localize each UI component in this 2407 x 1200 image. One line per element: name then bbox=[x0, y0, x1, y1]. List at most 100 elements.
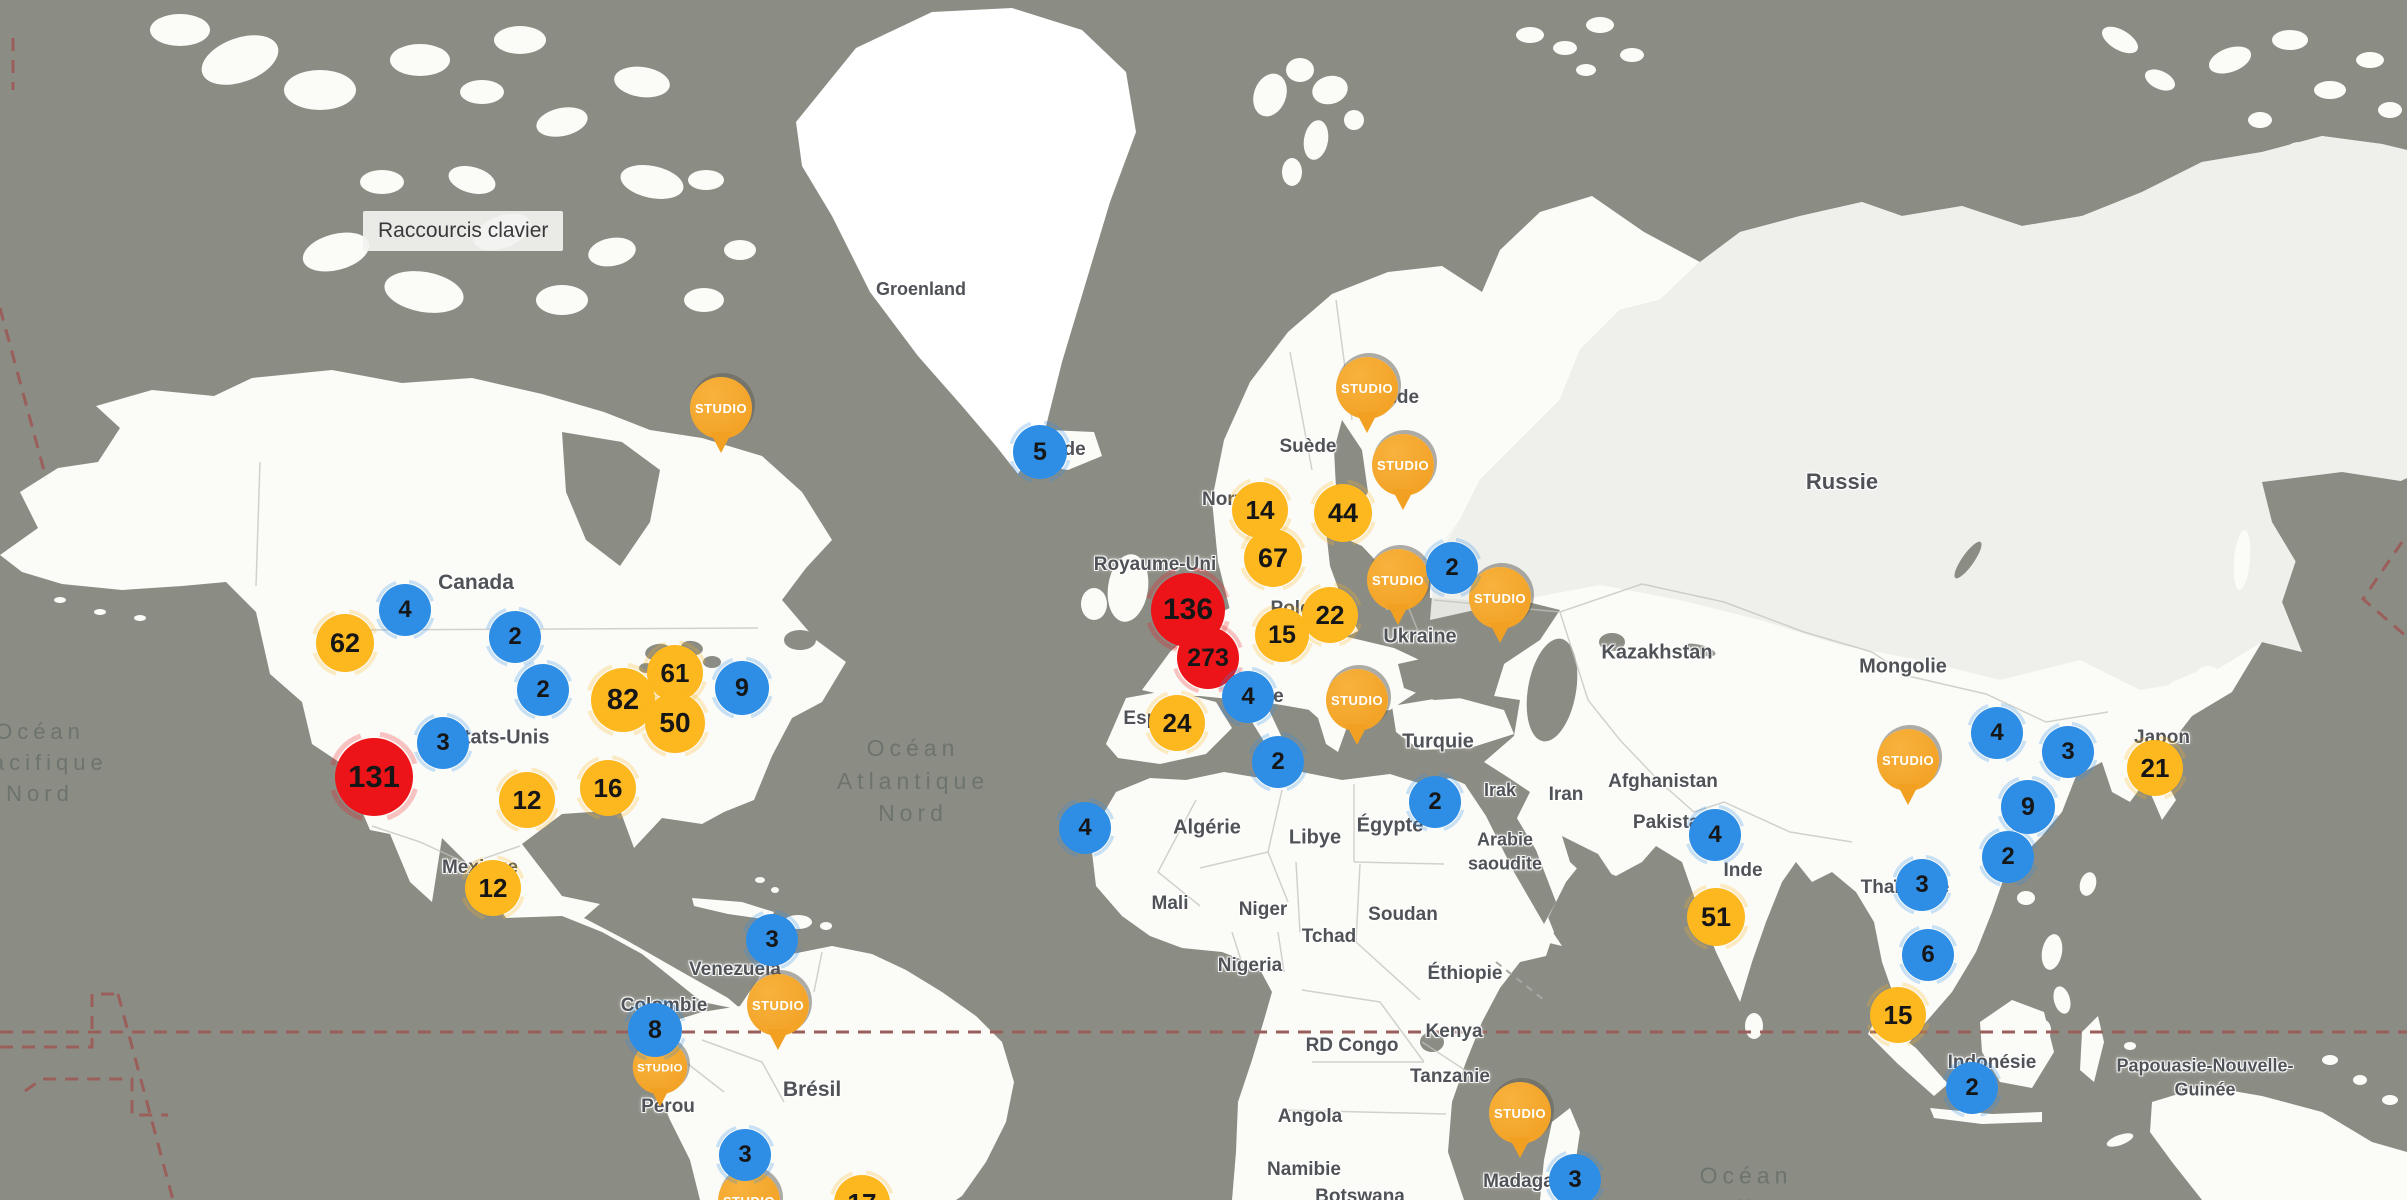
cluster-marker-blue[interactable]: 3 bbox=[2007, 691, 2129, 813]
cluster-marker-blue[interactable]: 2 bbox=[482, 629, 604, 751]
cluster-marker-yellow[interactable]: 15 bbox=[1832, 949, 1964, 1081]
studio-pin-label: STUDIO bbox=[1469, 567, 1531, 630]
cluster-count: 21 bbox=[2127, 740, 2183, 796]
studio-pin-tail bbox=[767, 1029, 789, 1061]
studio-pin-label: STUDIO bbox=[690, 377, 752, 440]
cluster-marker-red[interactable]: 131 bbox=[282, 685, 466, 869]
studio-pin-label: STUDIO bbox=[1326, 669, 1388, 732]
cluster-marker-blue[interactable]: 9 bbox=[1964, 743, 2092, 871]
cluster-count: 2 bbox=[489, 611, 541, 663]
cluster-marker-yellow[interactable]: 21 bbox=[2089, 702, 2221, 834]
studio-pin-label: STUDIO bbox=[1489, 1082, 1551, 1145]
cluster-marker-yellow[interactable]: 16 bbox=[542, 722, 674, 854]
studio-pin[interactable]: STUDIO bbox=[1877, 729, 1939, 806]
cluster-marker-yellow[interactable]: 15 bbox=[1218, 571, 1346, 699]
cluster-marker-yellow[interactable]: 51 bbox=[1648, 849, 1784, 985]
studio-pin-label: STUDIO bbox=[747, 974, 809, 1037]
cluster-marker-blue[interactable]: 4 bbox=[1187, 636, 1309, 758]
cluster-marker-blue[interactable]: 3 bbox=[684, 1094, 806, 1200]
cluster-marker-blue[interactable]: 3 bbox=[382, 682, 504, 804]
cluster-marker-red[interactable]: 136 bbox=[1101, 523, 1275, 697]
studio-pin-label: STUDIO bbox=[1372, 434, 1434, 497]
cluster-marker-blue[interactable]: 9 bbox=[678, 624, 806, 752]
keyboard-shortcuts-tooltip[interactable]: Raccourcis clavier bbox=[363, 211, 564, 251]
cluster-count: 2 bbox=[1252, 736, 1304, 788]
cluster-marker-yellow[interactable]: 24 bbox=[1111, 657, 1243, 789]
studio-pin-tail bbox=[1346, 724, 1368, 756]
studio-pin-label: STUDIO bbox=[1336, 357, 1398, 420]
studio-pin-label: STUDIO bbox=[1367, 549, 1429, 612]
studio-pin-tail bbox=[1509, 1137, 1531, 1169]
cluster-count: 8 bbox=[628, 1003, 682, 1057]
studio-pin[interactable]: STUDIO bbox=[690, 377, 752, 454]
cluster-count: 62 bbox=[316, 614, 374, 672]
cluster-marker-blue[interactable]: 2 bbox=[1217, 701, 1339, 823]
cluster-marker-yellow[interactable]: 44 bbox=[1275, 445, 1411, 581]
cluster-marker-blue[interactable]: 5 bbox=[976, 388, 1104, 516]
cluster-count: 17 bbox=[834, 1175, 890, 1200]
dashed-boundary-line bbox=[0, 992, 118, 1049]
studio-pin-tail bbox=[1392, 489, 1414, 521]
dashed-boundary-line bbox=[2361, 541, 2407, 639]
studio-pin[interactable]: STUDIO bbox=[1367, 549, 1429, 626]
cluster-count: 3 bbox=[2042, 726, 2094, 778]
cluster-marker-yellow[interactable]: 22 bbox=[1264, 549, 1396, 681]
cluster-count: 2 bbox=[1982, 831, 2034, 883]
cluster-count: 3 bbox=[1896, 859, 1948, 911]
studio-pin[interactable]: STUDIO bbox=[1372, 434, 1434, 511]
cluster-count: 12 bbox=[465, 860, 521, 916]
cluster-marker-yellow[interactable]: 17 bbox=[796, 1137, 928, 1200]
cluster-count: 131 bbox=[335, 738, 413, 816]
cluster-marker-yellow[interactable]: 62 bbox=[277, 575, 413, 711]
cluster-marker-blue[interactable]: 6 bbox=[1867, 894, 1989, 1016]
cluster-marker-blue[interactable]: 2 bbox=[1947, 796, 2069, 918]
cluster-count: 22 bbox=[1302, 587, 1358, 643]
dashed-boundary-line bbox=[24, 1077, 168, 1117]
cluster-marker-blue[interactable]: 3 bbox=[1861, 824, 1983, 946]
cluster-count: 51 bbox=[1687, 888, 1745, 946]
studio-pin-tail bbox=[1489, 622, 1511, 654]
dashed-boundary-line bbox=[1495, 961, 1545, 1001]
cluster-marker-yellow[interactable]: 12 bbox=[427, 822, 559, 954]
studio-pin[interactable]: STUDIO bbox=[1336, 357, 1398, 434]
studio-pin-tail bbox=[1356, 412, 1378, 444]
cluster-marker-blue[interactable]: 4 bbox=[344, 549, 466, 671]
cluster-count: 15 bbox=[1870, 987, 1926, 1043]
cluster-count: 9 bbox=[2001, 780, 2055, 834]
cluster-count: 15 bbox=[1255, 608, 1309, 662]
cluster-marker-blue[interactable]: 2 bbox=[1911, 1027, 2033, 1149]
cluster-count: 5 bbox=[1013, 425, 1067, 479]
cluster-count: 2 bbox=[1409, 776, 1461, 828]
cluster-marker-blue[interactable]: 4 bbox=[1654, 774, 1776, 896]
dashed-boundary-line bbox=[116, 993, 175, 1200]
studio-pin[interactable]: STUDIO bbox=[1326, 669, 1388, 746]
cluster-count: 3 bbox=[719, 1129, 771, 1181]
studio-pin-tail bbox=[650, 1088, 670, 1116]
cluster-marker-yellow[interactable]: 12 bbox=[461, 734, 593, 866]
cluster-marker-blue[interactable]: 2 bbox=[1391, 507, 1513, 629]
cluster-marker-blue[interactable]: 4 bbox=[1024, 767, 1146, 889]
cluster-count: 67 bbox=[1244, 529, 1302, 587]
cluster-count: 2 bbox=[517, 664, 569, 716]
studio-pin-tail bbox=[710, 432, 732, 464]
studio-pin[interactable]: STUDIO bbox=[1489, 1082, 1551, 1159]
cluster-marker-blue[interactable]: 3 bbox=[1514, 1119, 1636, 1200]
cluster-marker-blue[interactable]: 2 bbox=[1374, 741, 1496, 863]
studio-pin[interactable]: STUDIO bbox=[747, 974, 809, 1051]
cluster-marker-blue[interactable]: 2 bbox=[454, 576, 576, 698]
studio-pin[interactable]: STUDIO bbox=[1469, 567, 1531, 644]
cluster-count: 3 bbox=[1549, 1154, 1601, 1200]
studio-pin-label: STUDIO bbox=[1877, 729, 1939, 792]
studio-pin-tail bbox=[1897, 784, 1919, 816]
cluster-count: 4 bbox=[1689, 809, 1741, 861]
cluster-count: 2 bbox=[1426, 542, 1478, 594]
cluster-marker-yellow[interactable]: 50 bbox=[604, 652, 746, 794]
cluster-count: 6 bbox=[1902, 929, 1954, 981]
cluster-marker-blue[interactable]: 4 bbox=[1936, 672, 2058, 794]
cluster-marker-yellow[interactable]: 67 bbox=[1205, 490, 1341, 626]
cluster-marker-blue[interactable]: 8 bbox=[591, 966, 719, 1094]
cluster-count: 50 bbox=[645, 693, 705, 753]
cluster-marker-blue[interactable]: 3 bbox=[711, 879, 833, 1001]
